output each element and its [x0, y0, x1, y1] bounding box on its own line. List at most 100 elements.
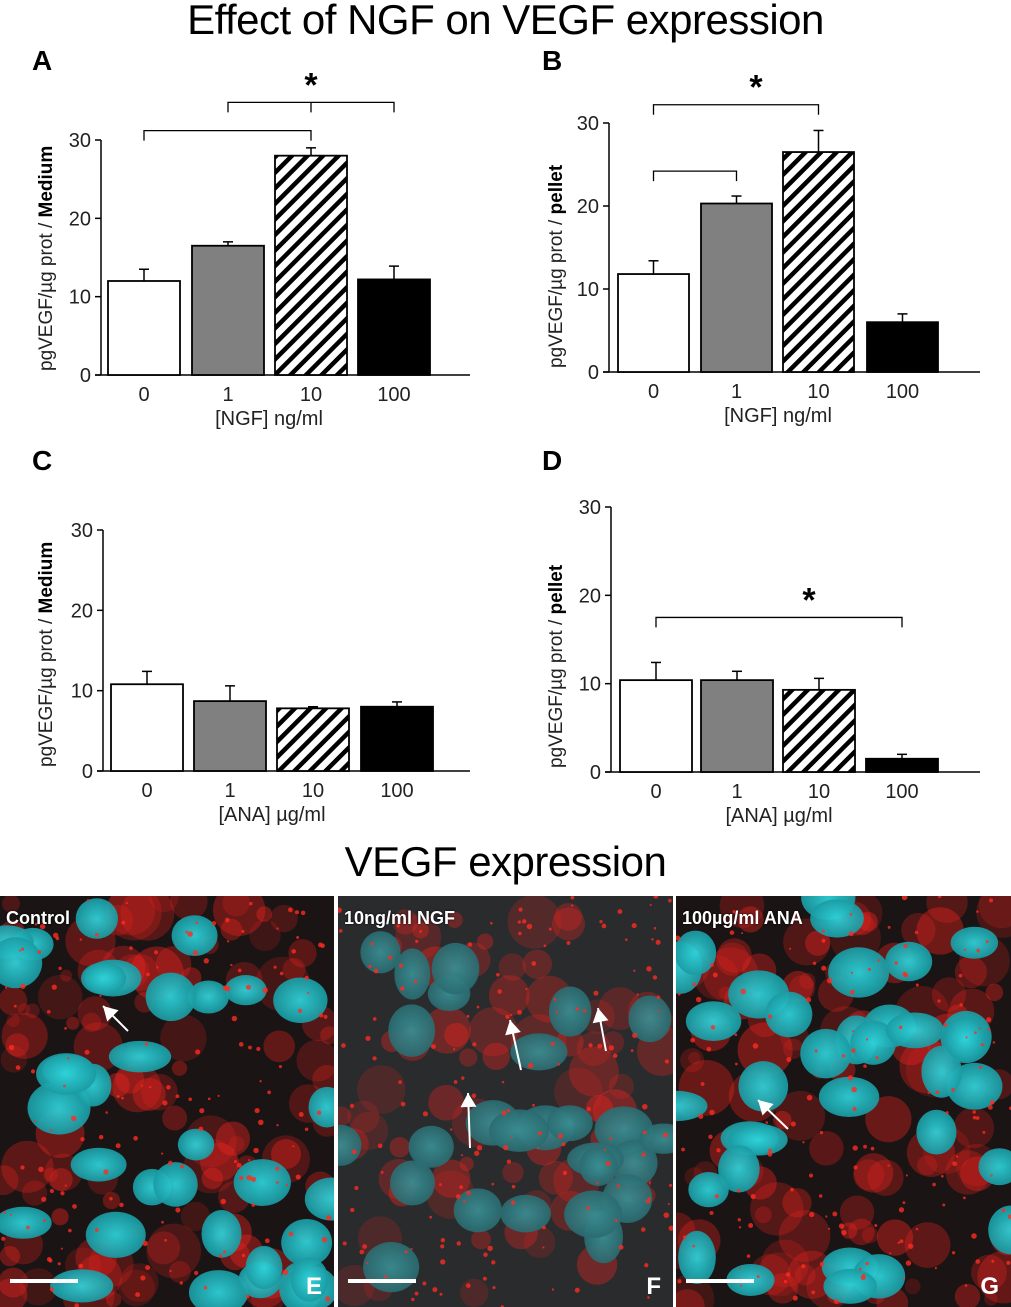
- vegf-speck: [501, 1110, 507, 1116]
- vegf-speck: [814, 1049, 818, 1053]
- vegf-speck: [586, 1107, 591, 1112]
- x-tick-label: 1: [731, 781, 742, 803]
- vegf-speck: [161, 1152, 164, 1155]
- vegf-stain: [171, 1060, 188, 1076]
- cell-nucleus: [153, 1162, 198, 1207]
- vegf-speck: [295, 1174, 301, 1180]
- vegf-speck: [972, 1115, 977, 1120]
- vegf-speck: [860, 1274, 866, 1280]
- vegf-speck: [905, 1260, 912, 1266]
- vegf-speck: [67, 1057, 70, 1060]
- bar: [700, 202, 773, 373]
- bar: [619, 679, 693, 773]
- vegf-stain: [488, 975, 530, 1017]
- vegf-stain: [471, 1229, 491, 1250]
- x-tick-label: 0: [648, 381, 659, 403]
- vegf-speck: [811, 1290, 816, 1295]
- vegf-speck: [915, 983, 919, 987]
- vegf-speck: [971, 1233, 977, 1239]
- vegf-speck: [250, 1176, 257, 1182]
- vegf-speck: [195, 1049, 201, 1055]
- vegf-speck: [593, 990, 599, 996]
- vegf-speck: [490, 921, 493, 925]
- vegf-stain: [356, 1065, 406, 1114]
- vegf-speck: [548, 927, 552, 931]
- cell-nucleus: [916, 1109, 957, 1155]
- vegf-speck: [729, 930, 735, 935]
- cell-nucleus: [177, 1128, 215, 1161]
- vegf-speck: [847, 1075, 854, 1081]
- vegf-stain: [148, 896, 179, 913]
- vegf-speck: [362, 1244, 367, 1249]
- vegf-speck: [55, 936, 60, 941]
- vegf-speck: [146, 972, 150, 977]
- vegf-stain: [953, 1107, 995, 1149]
- vegf-stain: [977, 1251, 1011, 1304]
- vegf-stain: [320, 1026, 334, 1045]
- vegf-speck: [13, 1004, 17, 1008]
- vegf-speck: [372, 1056, 377, 1061]
- vegf-speck: [599, 920, 603, 924]
- vegf-speck: [739, 1284, 743, 1287]
- vegf-speck: [875, 1055, 879, 1060]
- vegf-speck: [34, 1120, 37, 1123]
- vegf-stain: [105, 1291, 122, 1307]
- vegf-speck: [354, 1185, 359, 1191]
- cell-nucleus: [85, 1211, 146, 1258]
- vegf-speck: [164, 1238, 167, 1242]
- vegf-speck: [422, 1111, 429, 1117]
- vegf-stain: [105, 1072, 130, 1098]
- vegf-speck: [732, 909, 737, 914]
- vegf-speck: [30, 1069, 36, 1074]
- vegf-speck: [253, 1147, 259, 1154]
- y-tick-label: 20: [579, 585, 601, 607]
- vegf-speck: [41, 1196, 47, 1202]
- vegf-stain: [926, 896, 968, 924]
- cell-nucleus: [308, 1086, 334, 1128]
- vegf-speck: [506, 1159, 511, 1164]
- vegf-stain: [51, 1208, 69, 1226]
- x-tick-label: 100: [377, 384, 410, 406]
- vegf-speck: [767, 1014, 773, 1019]
- vegf-speck: [633, 969, 636, 972]
- vegf-speck: [278, 1065, 282, 1069]
- x-tick-label: 1: [224, 780, 235, 802]
- vegf-speck: [258, 1119, 264, 1126]
- vegf-stain: [482, 1042, 510, 1071]
- vegf-speck: [557, 1133, 564, 1139]
- vegf-speck: [262, 987, 268, 993]
- vegf-speck: [105, 1111, 108, 1114]
- vegf-speck: [614, 1218, 618, 1222]
- vegf-stain: [715, 942, 750, 976]
- vegf-stain: [876, 1219, 914, 1256]
- vegf-speck: [609, 1137, 613, 1141]
- vegf-speck: [616, 1184, 620, 1188]
- y-tick-label: 10: [69, 287, 91, 309]
- y-tick-label: 10: [71, 681, 93, 703]
- cell-nucleus: [360, 931, 401, 974]
- vegf-speck: [631, 923, 637, 929]
- vegf-speck: [867, 967, 871, 971]
- vegf-speck: [698, 1113, 704, 1119]
- vegf-speck: [304, 975, 309, 980]
- vegf-speck: [311, 1291, 316, 1295]
- cell-nucleus: [233, 1159, 291, 1206]
- vegf-speck: [297, 1008, 303, 1014]
- cell-nucleus: [978, 1148, 1011, 1186]
- vegf-stain: [984, 1292, 998, 1306]
- vegf-speck: [222, 985, 229, 991]
- vegf-speck: [739, 1267, 742, 1270]
- micrograph-title: VEGF expression: [344, 838, 667, 885]
- vegf-stain: [43, 1167, 58, 1182]
- vegf-speck: [179, 1281, 183, 1285]
- figure-title: Effect of NGF on VEGF expression: [187, 0, 824, 43]
- vegf-speck: [588, 1043, 593, 1048]
- vegf-speck: [199, 1108, 205, 1114]
- vegf-speck: [323, 1014, 328, 1019]
- vegf-speck: [806, 1094, 813, 1101]
- vegf-speck: [491, 1182, 495, 1186]
- vegf-speck: [121, 920, 126, 925]
- y-tick-label: 0: [82, 761, 93, 783]
- vegf-speck: [439, 1292, 443, 1296]
- vegf-speck: [894, 961, 898, 965]
